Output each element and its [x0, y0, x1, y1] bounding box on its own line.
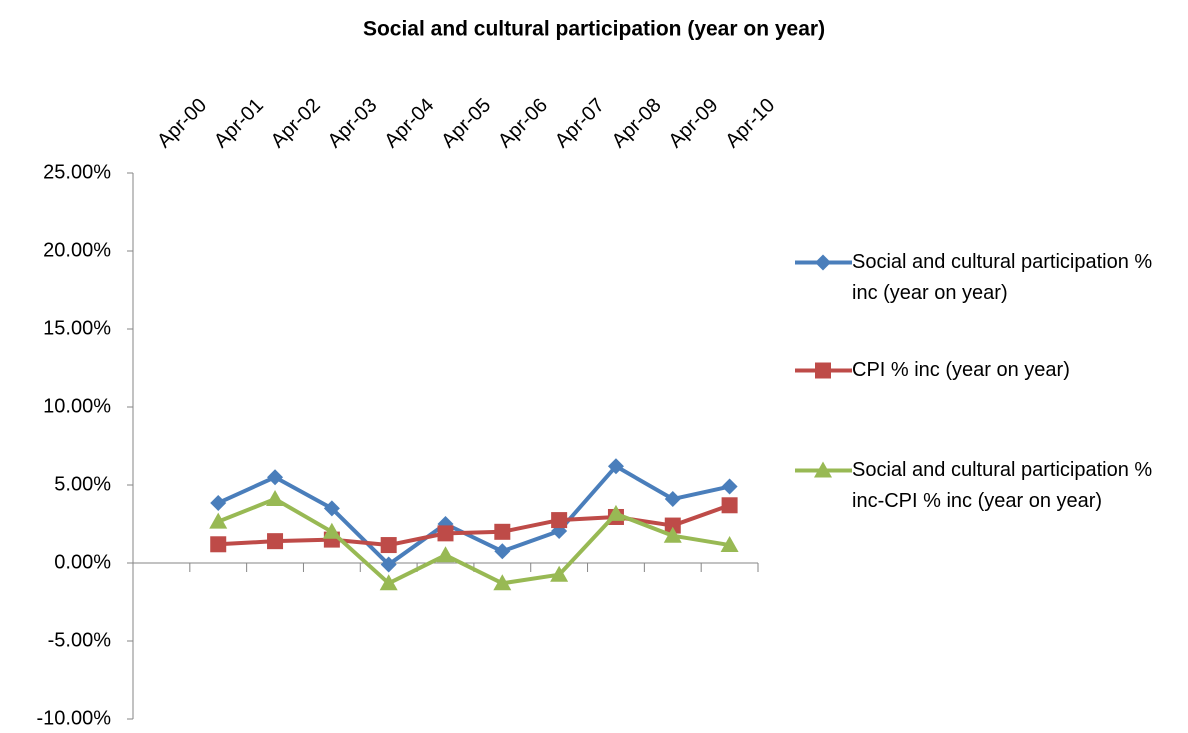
y-tick-label: 20.00% [43, 239, 111, 261]
x-tick-label: Apr-09 [664, 94, 722, 152]
legend-item: Social and cultural participation % inc-… [795, 455, 1185, 517]
data-point [436, 546, 455, 563]
y-tick-label: 5.00% [54, 473, 111, 495]
legend-item: Social and cultural participation % inc … [795, 247, 1185, 309]
data-point [663, 526, 682, 543]
legend-marker [815, 362, 831, 379]
data-point [494, 523, 511, 540]
series-line [217, 497, 730, 586]
chart-title: Social and cultural participation (year … [363, 18, 825, 41]
data-point [267, 469, 284, 486]
y-tick-label: -5.00% [48, 629, 112, 651]
y-tick-label: -10.00% [37, 707, 112, 729]
x-tick-label: Apr-10 [721, 94, 779, 152]
y-tick-label: 25.00% [43, 161, 111, 183]
data-point [380, 537, 397, 554]
data-point [210, 536, 227, 553]
data-point [664, 491, 681, 508]
y-tick-label: 0.00% [54, 551, 111, 573]
x-tick-label: Apr-07 [551, 94, 609, 152]
y-tick-label: 15.00% [43, 317, 111, 339]
x-tick-label: Apr-04 [380, 94, 438, 152]
data-point [721, 497, 738, 514]
legend-swatch [795, 461, 852, 478]
data-point [267, 533, 284, 550]
legend-marker [814, 461, 832, 478]
legend-item: CPI % inc (year on year) [795, 355, 1185, 386]
legend-label: Social and cultural participation % inc-… [852, 459, 1153, 512]
x-tick-label: Apr-06 [494, 94, 552, 152]
data-point [266, 490, 285, 507]
legend-label: CPI % inc (year on year) [852, 359, 1070, 381]
x-tick-label: Apr-02 [267, 94, 325, 152]
data-point [494, 543, 511, 560]
y-tick-label: 10.00% [43, 395, 111, 417]
x-tick-label: Apr-00 [153, 94, 211, 152]
x-tick-label: Apr-03 [324, 94, 382, 152]
legend-label: Social and cultural participation % inc … [852, 251, 1153, 304]
data-point [493, 574, 512, 591]
data-point [210, 494, 227, 511]
x-tick-label: Apr-08 [608, 94, 666, 152]
data-point [380, 556, 397, 573]
data-point [607, 458, 624, 475]
legend-swatch [795, 254, 852, 271]
data-point [379, 574, 398, 591]
series-line [218, 503, 731, 548]
data-point [721, 478, 738, 495]
data-point [209, 512, 228, 529]
x-tick-label: Apr-05 [437, 94, 495, 152]
data-point [550, 565, 569, 582]
series-line [217, 464, 731, 567]
data-point [323, 500, 340, 517]
legend-marker [815, 254, 831, 271]
data-point [720, 536, 739, 553]
data-point [322, 522, 341, 539]
data-point [551, 512, 568, 529]
data-point [606, 504, 625, 521]
data-point [437, 525, 454, 542]
data-point [664, 517, 681, 534]
x-tick-label: Apr-01 [210, 94, 268, 152]
legend-swatch [795, 362, 852, 379]
